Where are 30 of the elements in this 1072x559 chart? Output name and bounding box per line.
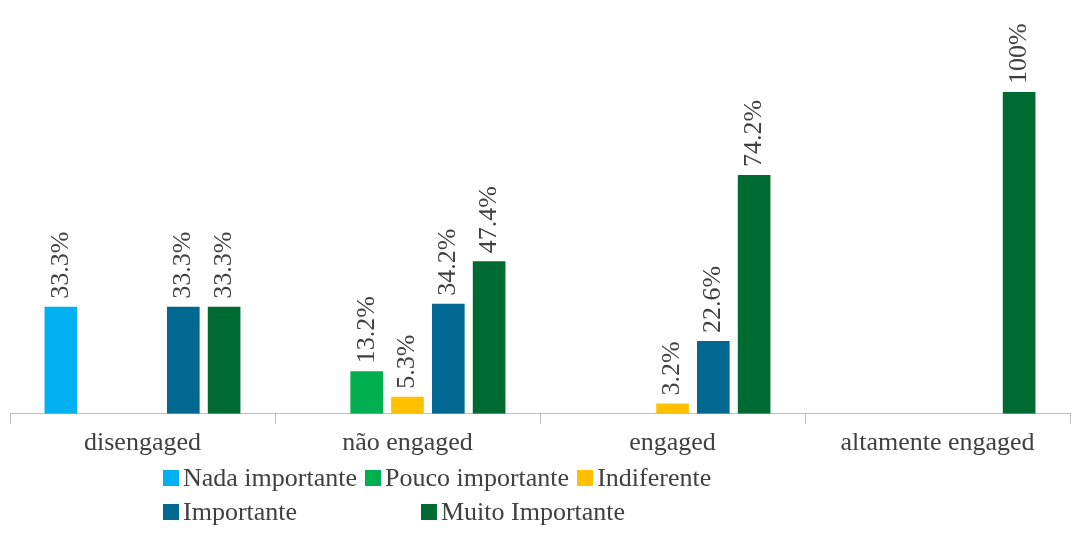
data-label: 100% — [1002, 23, 1032, 84]
data-label: 33.3% — [44, 231, 74, 299]
data-label: 3.2% — [656, 341, 686, 396]
bar — [166, 306, 200, 414]
legend-label: Indiferente — [597, 463, 712, 493]
bar — [696, 341, 730, 414]
bar — [737, 175, 771, 414]
legend-label: Nada importante — [183, 463, 357, 493]
data-label: 33.3% — [207, 231, 237, 299]
bar — [431, 303, 465, 414]
data-label: 5.3% — [391, 334, 421, 389]
x-tick-label: não engaged — [342, 427, 473, 457]
bar — [44, 306, 78, 414]
data-label: 22.6% — [697, 265, 727, 334]
bar — [207, 306, 241, 414]
bar — [350, 371, 384, 414]
legend-label: Importante — [183, 497, 298, 527]
bar — [391, 396, 424, 414]
x-tick-label: altamente engaged — [840, 427, 1035, 457]
data-label: 74.2% — [737, 99, 767, 168]
bar — [472, 261, 506, 414]
data-label: 33.3% — [167, 231, 197, 299]
x-tick-label: engaged — [629, 427, 716, 457]
data-label: 47.4% — [472, 186, 502, 254]
x-tick-label: disengaged — [84, 427, 201, 457]
data-label: 34.2% — [432, 228, 462, 296]
data-label: 13.2% — [350, 296, 380, 364]
legend-label: Muito Importante — [441, 497, 626, 527]
legend-label: Pouco importante — [385, 463, 570, 493]
bar — [1002, 92, 1036, 414]
